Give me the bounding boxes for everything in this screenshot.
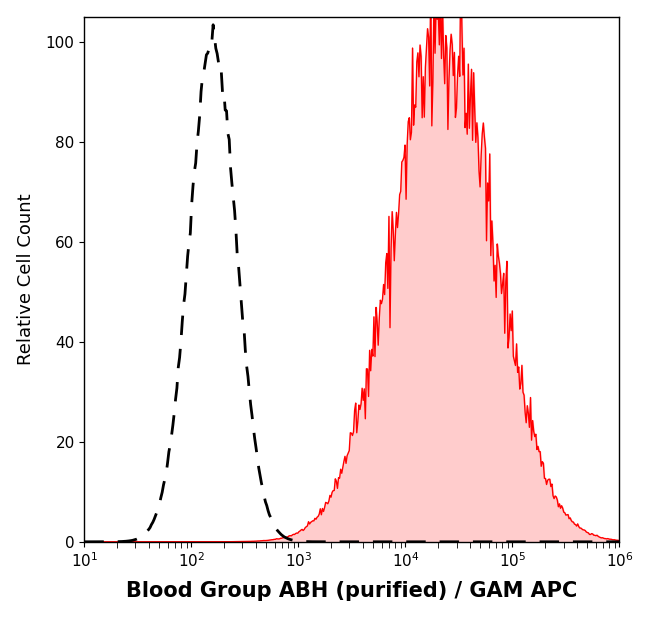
X-axis label: Blood Group ABH (purified) / GAM APC: Blood Group ABH (purified) / GAM APC [126,582,578,601]
Y-axis label: Relative Cell Count: Relative Cell Count [17,193,34,365]
